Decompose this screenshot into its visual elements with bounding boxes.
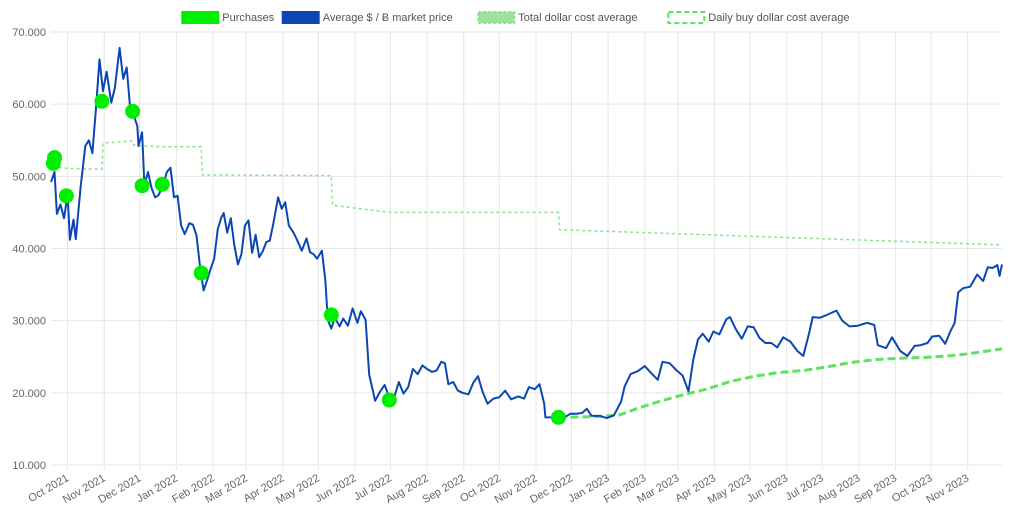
y-tick-label: 50.000 <box>12 171 46 183</box>
legend-label: Total dollar cost average <box>518 12 637 24</box>
y-tick-label: 70.000 <box>12 27 46 39</box>
purchase-point <box>193 265 209 281</box>
y-tick-label: 60.000 <box>12 99 46 111</box>
plot-area <box>45 46 1003 425</box>
legend-label: Average $ / Ƀ market price <box>323 12 453 24</box>
legend-label: Purchases <box>222 12 274 24</box>
legend-swatch <box>181 11 220 24</box>
legend-label: Daily buy dollar cost average <box>708 12 849 24</box>
purchase-point <box>381 392 397 408</box>
y-tick-label: 10.000 <box>12 460 46 472</box>
purchase-point <box>94 93 110 109</box>
purchase-point <box>134 178 150 194</box>
purchase-point <box>550 409 566 425</box>
y-axis: 10.000 20.000 30.000 40.000 50.000 60.000 70.0… <box>12 27 46 472</box>
legend-swatch <box>477 11 516 24</box>
purchase-point <box>47 150 63 166</box>
legend-swatch <box>667 11 706 24</box>
purchase-point <box>154 176 170 192</box>
y-tick-label: 30.000 <box>12 316 46 328</box>
y-tick-label: 40.000 <box>12 244 46 256</box>
purchase-point <box>125 103 141 119</box>
legend[interactable]: Purchases Average $ / Ƀ market price Total… <box>181 11 850 24</box>
purchase-point <box>58 188 74 204</box>
series-line-market-price <box>50 46 1003 420</box>
y-tick-label: 20.000 <box>12 388 46 400</box>
series-line-total-dollar-cost-average <box>52 140 1003 246</box>
x-tick-label: Jun 2022 <box>313 472 358 505</box>
legend-swatch <box>281 11 320 24</box>
series-line-daily-buy-dollar-cost-average <box>558 347 1003 419</box>
x-tick-label: Jun 2023 <box>745 472 790 505</box>
purchase-point <box>323 307 339 323</box>
grid-lines <box>51 31 1002 470</box>
